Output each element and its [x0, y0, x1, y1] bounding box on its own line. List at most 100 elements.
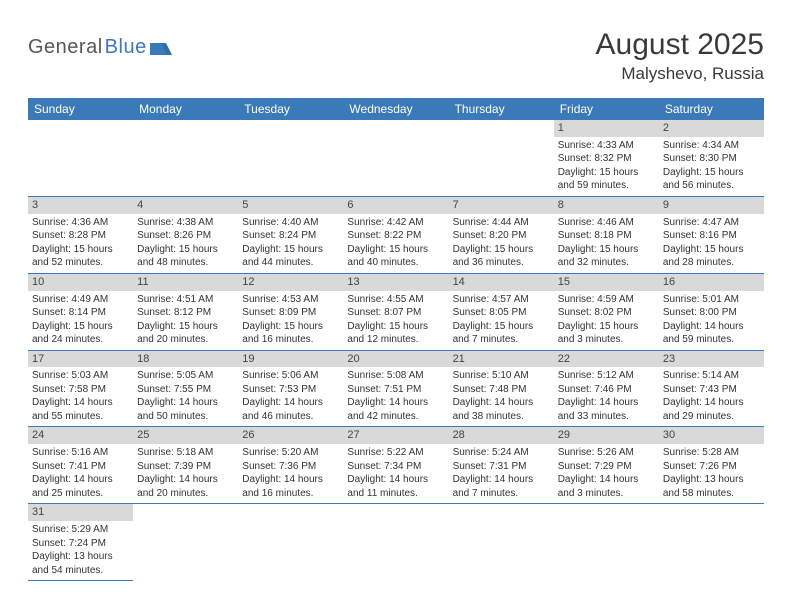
sunrise-text: Sunrise: 4:34 AM [663, 139, 760, 153]
daylight-text-2: and 44 minutes. [242, 256, 339, 270]
daylight-text-2: and 59 minutes. [558, 179, 655, 193]
calendar-row: 1Sunrise: 4:33 AMSunset: 8:32 PMDaylight… [28, 120, 764, 196]
day-detail: Sunrise: 4:49 AMSunset: 8:14 PMDaylight:… [28, 291, 133, 350]
sunset-text: Sunset: 7:34 PM [347, 460, 444, 474]
day-detail: Sunrise: 5:26 AMSunset: 7:29 PMDaylight:… [554, 444, 659, 503]
day-detail: Sunrise: 5:06 AMSunset: 7:53 PMDaylight:… [238, 367, 343, 426]
day-detail: Sunrise: 5:24 AMSunset: 7:31 PMDaylight:… [449, 444, 554, 503]
day-detail [238, 137, 343, 142]
sunset-text: Sunset: 7:48 PM [453, 383, 550, 397]
day-number [28, 120, 133, 137]
daylight-text-2: and 11 minutes. [347, 487, 444, 501]
sunset-text: Sunset: 7:46 PM [558, 383, 655, 397]
day-number: 23 [659, 351, 764, 368]
sunset-text: Sunset: 7:55 PM [137, 383, 234, 397]
sunrise-text: Sunrise: 5:22 AM [347, 446, 444, 460]
sunrise-text: Sunrise: 5:20 AM [242, 446, 339, 460]
daylight-text-2: and 48 minutes. [137, 256, 234, 270]
header: General Blue August 2025 Malyshevo, Russ… [28, 28, 764, 84]
daylight-text-2: and 12 minutes. [347, 333, 444, 347]
day-detail [238, 521, 343, 526]
sunrise-text: Sunrise: 4:33 AM [558, 139, 655, 153]
calendar-cell: 28Sunrise: 5:24 AMSunset: 7:31 PMDayligh… [449, 427, 554, 504]
sunset-text: Sunset: 7:53 PM [242, 383, 339, 397]
daylight-text-2: and 3 minutes. [558, 333, 655, 347]
day-detail: Sunrise: 4:53 AMSunset: 8:09 PMDaylight:… [238, 291, 343, 350]
sunset-text: Sunset: 8:00 PM [663, 306, 760, 320]
daylight-text-1: Daylight: 14 hours [137, 396, 234, 410]
calendar-cell: 12Sunrise: 4:53 AMSunset: 8:09 PMDayligh… [238, 273, 343, 350]
day-number: 15 [554, 274, 659, 291]
day-number: 2 [659, 120, 764, 137]
location: Malyshevo, Russia [596, 64, 764, 84]
day-number: 26 [238, 427, 343, 444]
daylight-text-2: and 54 minutes. [32, 564, 129, 578]
daylight-text-2: and 24 minutes. [32, 333, 129, 347]
day-number: 16 [659, 274, 764, 291]
daylight-text-1: Daylight: 15 hours [453, 320, 550, 334]
day-number [238, 120, 343, 137]
sunrise-text: Sunrise: 4:46 AM [558, 216, 655, 230]
daylight-text-2: and 52 minutes. [32, 256, 129, 270]
day-detail: Sunrise: 4:57 AMSunset: 8:05 PMDaylight:… [449, 291, 554, 350]
daylight-text-2: and 7 minutes. [453, 487, 550, 501]
sunrise-text: Sunrise: 5:29 AM [32, 523, 129, 537]
sunset-text: Sunset: 7:26 PM [663, 460, 760, 474]
daylight-text-1: Daylight: 15 hours [32, 320, 129, 334]
day-detail: Sunrise: 5:14 AMSunset: 7:43 PMDaylight:… [659, 367, 764, 426]
day-detail: Sunrise: 5:20 AMSunset: 7:36 PMDaylight:… [238, 444, 343, 503]
calendar-cell: 21Sunrise: 5:10 AMSunset: 7:48 PMDayligh… [449, 350, 554, 427]
calendar-cell: 10Sunrise: 4:49 AMSunset: 8:14 PMDayligh… [28, 273, 133, 350]
weekday-header: Thursday [449, 98, 554, 120]
day-detail: Sunrise: 4:34 AMSunset: 8:30 PMDaylight:… [659, 137, 764, 196]
sunset-text: Sunset: 7:36 PM [242, 460, 339, 474]
daylight-text-2: and 20 minutes. [137, 333, 234, 347]
calendar-cell: 17Sunrise: 5:03 AMSunset: 7:58 PMDayligh… [28, 350, 133, 427]
weekday-header: Friday [554, 98, 659, 120]
sunset-text: Sunset: 8:12 PM [137, 306, 234, 320]
daylight-text-1: Daylight: 14 hours [347, 396, 444, 410]
daylight-text-2: and 33 minutes. [558, 410, 655, 424]
day-detail: Sunrise: 4:42 AMSunset: 8:22 PMDaylight:… [343, 214, 448, 273]
daylight-text-2: and 32 minutes. [558, 256, 655, 270]
day-number: 14 [449, 274, 554, 291]
calendar-cell [28, 120, 133, 196]
day-number: 13 [343, 274, 448, 291]
day-number [554, 504, 659, 521]
daylight-text-1: Daylight: 15 hours [137, 320, 234, 334]
daylight-text-1: Daylight: 15 hours [32, 243, 129, 257]
day-number: 4 [133, 197, 238, 214]
sunset-text: Sunset: 7:51 PM [347, 383, 444, 397]
weekday-header: Wednesday [343, 98, 448, 120]
calendar-cell: 24Sunrise: 5:16 AMSunset: 7:41 PMDayligh… [28, 427, 133, 504]
day-detail [343, 137, 448, 142]
sunrise-text: Sunrise: 5:28 AM [663, 446, 760, 460]
daylight-text-1: Daylight: 14 hours [242, 396, 339, 410]
day-number: 20 [343, 351, 448, 368]
daylight-text-1: Daylight: 15 hours [663, 243, 760, 257]
sunrise-text: Sunrise: 5:08 AM [347, 369, 444, 383]
day-detail: Sunrise: 4:47 AMSunset: 8:16 PMDaylight:… [659, 214, 764, 273]
sunrise-text: Sunrise: 4:36 AM [32, 216, 129, 230]
calendar-cell: 29Sunrise: 5:26 AMSunset: 7:29 PMDayligh… [554, 427, 659, 504]
day-number: 17 [28, 351, 133, 368]
calendar-cell: 15Sunrise: 4:59 AMSunset: 8:02 PMDayligh… [554, 273, 659, 350]
month-title: August 2025 [596, 28, 764, 62]
calendar-cell: 6Sunrise: 4:42 AMSunset: 8:22 PMDaylight… [343, 196, 448, 273]
sunset-text: Sunset: 8:30 PM [663, 152, 760, 166]
day-detail: Sunrise: 4:59 AMSunset: 8:02 PMDaylight:… [554, 291, 659, 350]
sunrise-text: Sunrise: 5:16 AM [32, 446, 129, 460]
calendar-cell: 23Sunrise: 5:14 AMSunset: 7:43 PMDayligh… [659, 350, 764, 427]
calendar-cell [238, 120, 343, 196]
daylight-text-1: Daylight: 15 hours [558, 320, 655, 334]
calendar-cell: 8Sunrise: 4:46 AMSunset: 8:18 PMDaylight… [554, 196, 659, 273]
daylight-text-1: Daylight: 14 hours [32, 396, 129, 410]
weekday-header: Sunday [28, 98, 133, 120]
day-detail: Sunrise: 5:16 AMSunset: 7:41 PMDaylight:… [28, 444, 133, 503]
calendar-row: 10Sunrise: 4:49 AMSunset: 8:14 PMDayligh… [28, 273, 764, 350]
calendar-row: 24Sunrise: 5:16 AMSunset: 7:41 PMDayligh… [28, 427, 764, 504]
sunrise-text: Sunrise: 4:44 AM [453, 216, 550, 230]
calendar-table: Sunday Monday Tuesday Wednesday Thursday… [28, 98, 764, 581]
daylight-text-1: Daylight: 14 hours [663, 396, 760, 410]
day-number: 22 [554, 351, 659, 368]
